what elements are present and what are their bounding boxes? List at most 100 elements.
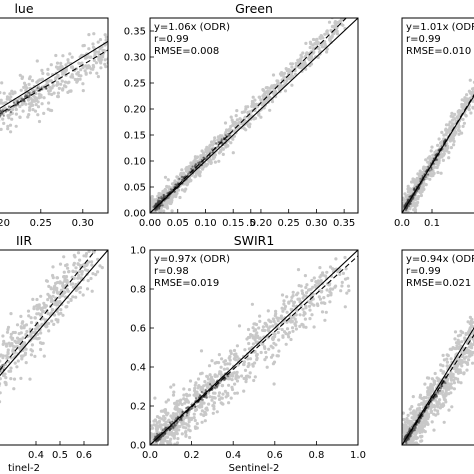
- plot-area: [147, 18, 358, 217]
- y-tick-label: 0.10: [124, 157, 146, 168]
- scatter-point: [62, 270, 66, 274]
- scatter-point: [15, 336, 20, 340]
- scatter-point: [46, 107, 50, 111]
- scatter-point: [275, 79, 279, 83]
- stats-annotation: r=0.99: [406, 34, 441, 45]
- scatter-point: [444, 144, 447, 147]
- scatter-point: [83, 69, 87, 73]
- scatter-point: [66, 90, 70, 94]
- scatter-point: [121, 38, 124, 41]
- scatter-point: [399, 201, 402, 204]
- scatter-point: [175, 4, 178, 7]
- scatter-point: [167, 0, 170, 1]
- scatter-point: [298, 324, 302, 328]
- scatter-point: [9, 111, 12, 114]
- scatter-point: [168, 12, 171, 15]
- scatter-point: [271, 73, 276, 77]
- scatter-point: [268, 86, 272, 90]
- scatter-point: [126, 18, 129, 21]
- scatter-point: [98, 54, 102, 58]
- scatter-point: [0, 101, 3, 105]
- scatter-point: [146, 433, 149, 436]
- scatter-point: [59, 61, 63, 65]
- x-tick-label: 0.25: [278, 218, 300, 229]
- scatter-point: [169, 188, 172, 191]
- scatter-point: [217, 394, 221, 398]
- scatter-point: [49, 286, 53, 290]
- scatter-point: [147, 15, 150, 18]
- scatter-point: [132, 38, 135, 41]
- scatter-point: [253, 116, 257, 120]
- scatter-point: [399, 214, 402, 217]
- scatter-point: [213, 141, 217, 145]
- panel-4: 0.4 0.5 0.6 IIR tinel-2: [0, 233, 109, 474]
- scatter-point: [31, 297, 35, 301]
- axes-frame: [0, 249, 109, 446]
- scatter-point: [47, 329, 51, 333]
- scatter-point: [28, 377, 32, 381]
- scatter-point: [111, 57, 114, 60]
- scatter-point: [184, 1, 187, 4]
- scatter-point: [140, 43, 143, 46]
- scatter-point: [163, 13, 166, 16]
- scatter-point: [440, 130, 444, 134]
- scatter-point: [100, 266, 104, 270]
- scatter-point: [147, 206, 150, 209]
- x-tick-label: 0.0: [394, 218, 410, 229]
- scatter-point: [312, 50, 316, 54]
- scatter-point: [173, 6, 176, 9]
- scatter-point: [67, 80, 71, 84]
- scatter-point: [116, 29, 119, 32]
- scatter-point: [403, 213, 406, 216]
- scatter-point: [154, 214, 157, 217]
- scatter-point: [150, 195, 154, 199]
- scatter-point: [0, 353, 3, 357]
- scatter-point: [463, 96, 467, 100]
- scatter-point: [426, 173, 430, 176]
- scatter-point: [70, 55, 74, 59]
- scatter-point: [447, 123, 451, 127]
- scatter-point: [210, 140, 214, 144]
- scatter-point: [195, 422, 199, 426]
- scatter-point: [184, 8, 187, 11]
- scatter-point: [417, 194, 421, 199]
- scatter-point: [62, 255, 66, 259]
- scatter-point: [14, 103, 17, 106]
- scatter-point: [293, 72, 297, 76]
- scatter-point: [30, 99, 34, 103]
- scatter-point: [11, 108, 15, 112]
- stats-annotation: RMSE=0.010: [406, 46, 471, 57]
- scatter-point: [36, 105, 41, 109]
- scatter-point: [148, 23, 151, 26]
- one-to-one-line: [150, 18, 358, 213]
- scatter-point: [140, 21, 143, 24]
- scatter-point: [132, 19, 135, 22]
- scatter-point: [0, 81, 4, 85]
- scatter-point: [147, 205, 150, 208]
- scatter-point: [5, 95, 10, 99]
- panel-title: lue: [14, 1, 33, 16]
- scatter-point: [72, 263, 76, 267]
- scatter-point: [47, 101, 51, 105]
- scatter-point: [171, 193, 175, 197]
- scatter-point: [19, 88, 23, 92]
- scatter-point: [166, 192, 169, 195]
- scatter-point: [97, 50, 101, 54]
- scatter-point: [96, 40, 100, 44]
- scatter-point: [277, 86, 282, 90]
- scatter-point: [123, 20, 126, 23]
- scatter-point: [42, 354, 46, 358]
- scatter-point: [2, 121, 6, 125]
- scatter-point: [6, 127, 10, 131]
- scatter-point: [108, 61, 111, 64]
- scatter-point: [61, 72, 65, 76]
- scatter-point: [80, 272, 84, 276]
- scatter-point: [37, 119, 42, 124]
- scatter-point: [56, 94, 60, 99]
- scatter-point: [234, 128, 238, 132]
- stats-annotation: r=0.99: [154, 34, 189, 45]
- scatter-point: [8, 92, 12, 96]
- scatter-point: [0, 109, 1, 112]
- scatter-point: [25, 329, 29, 334]
